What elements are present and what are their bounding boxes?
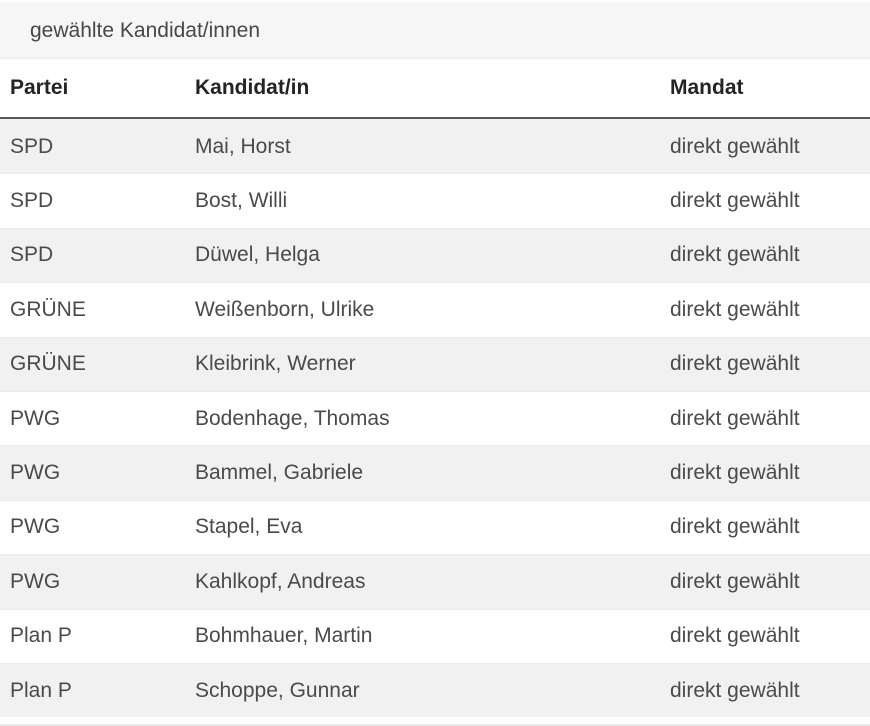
cell-kandidat: Weißenborn, Ulrike [195,297,375,321]
bottom-strip [0,719,870,726]
cell-kandidat: Bost, Willi [195,189,288,213]
column-header-mandat: Mandat [670,76,744,99]
cell-kandidat: Kleibrink, Werner [195,352,356,376]
cell-mandat: direkt gewählt [670,189,800,213]
cell-kandidat: Mai, Horst [195,134,291,158]
cell-kandidat: Stapel, Eva [195,515,303,539]
table-row: PWG Stapel, Eva direkt gewählt [0,499,870,555]
cell-partei: PWG [10,569,61,593]
cell-kandidat: Düwel, Helga [195,243,320,267]
cell-mandat: direkt gewählt [670,678,800,702]
cell-mandat: direkt gewählt [670,515,800,539]
cell-mandat: direkt gewählt [670,461,800,485]
column-header-kandidat: Kandidat/in [195,76,310,99]
table-row: PWG Bammel, Gabriele direkt gewählt [0,445,870,500]
cell-partei: Plan P [10,624,72,648]
cell-mandat: direkt gewählt [670,297,800,321]
table-row: Plan P Schoppe, Gunnar direkt gewählt [0,662,870,718]
column-header-partei: Partei [10,76,69,99]
table-row: SPD Mai, Horst direkt gewählt [0,119,870,174]
cell-partei: PWG [10,461,61,485]
table-row: GRÜNE Weißenborn, Ulrike direkt gewählt [0,282,870,337]
table-row: SPD Bost, Willi direkt gewählt [0,173,870,228]
cell-kandidat: Bodenhage, Thomas [195,406,390,430]
cell-mandat: direkt gewählt [670,624,800,648]
cell-kandidat: Schoppe, Gunnar [195,678,360,702]
table-row: GRÜNE Kleibrink, Werner direkt gewählt [0,336,870,391]
cell-kandidat: Bohmhauer, Martin [195,624,373,648]
cell-partei: SPD [10,134,54,158]
cell-partei: GRÜNE [10,297,86,321]
section-title-bar: gewählte Kandidat/innen [0,0,870,59]
cell-kandidat: Bammel, Gabriele [195,461,364,485]
cell-mandat: direkt gewählt [670,352,800,376]
cell-partei: Plan P [10,678,72,702]
cell-partei: GRÜNE [10,352,86,376]
table-row: PWG Bodenhage, Thomas direkt gewählt [0,390,870,446]
cell-kandidat: Kahlkopf, Andreas [195,569,366,593]
table-body: SPD Mai, Horst direkt gewählt SPD Bost, Will… [0,119,870,719]
table-header-row: Partei Kandidat/in Mandat [0,59,870,119]
table-row: SPD Düwel, Helga direkt gewählt [0,227,870,283]
cell-mandat: direkt gewählt [670,406,800,430]
cell-partei: PWG [10,406,61,430]
cell-mandat: direkt gewählt [670,243,800,267]
cell-mandat: direkt gewählt [670,569,800,593]
table-row: PWG Kahlkopf, Andreas direkt gewählt [0,554,870,609]
cell-partei: SPD [10,189,54,213]
table-row: Plan P Bohmhauer, Martin direkt gewählt [0,608,870,663]
cell-partei: PWG [10,515,61,539]
section-title: gewählte Kandidat/innen [30,18,261,42]
cell-partei: SPD [10,243,54,267]
cell-mandat: direkt gewählt [670,134,800,158]
